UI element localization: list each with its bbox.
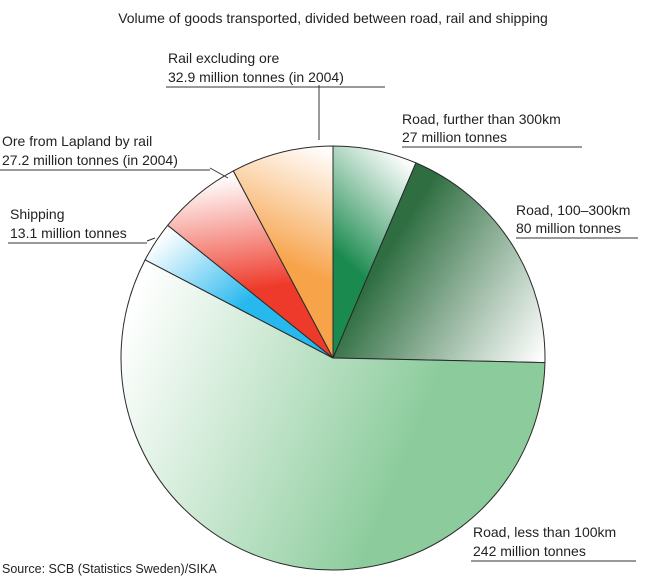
pie-slice-road-100-300km	[332, 162, 546, 364]
source-note: Source: SCB (Statistics Sweden)/SIKA	[2, 562, 217, 576]
slice-label-road-further-than-300km: Road, further than 300km 27 million tonne…	[402, 111, 582, 148]
slice-label-road-100-300km: Road, 100–300km 80 million tonnes	[516, 202, 638, 239]
label-leader-line	[146, 237, 156, 242]
slice-label-name: Road, further than 300km	[402, 111, 561, 127]
pie-slices	[120, 145, 546, 571]
slice-label-name: Rail excluding ore	[168, 50, 279, 66]
slice-label-name: Road, 100–300km	[516, 202, 630, 218]
slice-label-name: Shipping	[10, 206, 65, 222]
slice-label-value: 27.2 million tonnes (in 2004)	[2, 152, 178, 168]
slice-label-value: 13.1 million tonnes	[10, 225, 127, 241]
slice-label-shipping: Shipping 13.1 million tonnes	[8, 206, 156, 244]
slice-label-road-less-than-100km: Road, less than 100km 242 million tonnes	[471, 524, 636, 562]
label-leader-line	[209, 167, 229, 179]
slice-label-value: 27 million tonnes	[402, 129, 507, 145]
slice-label-name: Ore from Lapland by rail	[2, 133, 152, 149]
slice-label-value: 32.9 million tonnes (in 2004)	[168, 69, 344, 85]
slice-label-ore-from-lapland-by-rail: Ore from Lapland by rail 27.2 million ton…	[0, 133, 229, 179]
slice-label-value: 242 million tonnes	[473, 543, 586, 559]
slice-label-rail-excluding-ore: Rail excluding ore 32.9 million tonnes (i…	[166, 50, 385, 140]
slice-labels: Road, further than 300km 27 million tonne…	[0, 50, 638, 562]
pie-slice-rail-excluding-ore	[232, 145, 334, 359]
slice-label-name: Road, less than 100km	[473, 524, 616, 540]
slice-label-value: 80 million tonnes	[516, 220, 621, 236]
chart-title: Volume of goods transported, divided bet…	[118, 10, 548, 26]
pie-slice-road-less-than-100km	[120, 259, 546, 571]
